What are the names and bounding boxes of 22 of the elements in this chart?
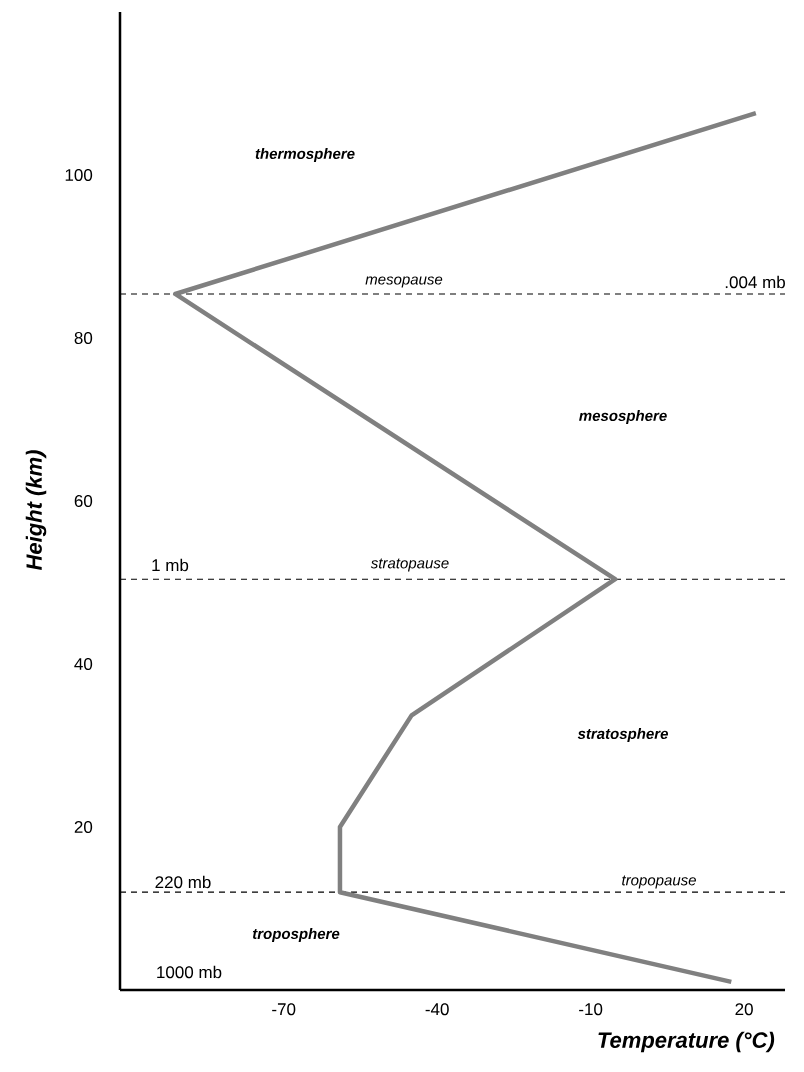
y-axis-title: Height (km)	[25, 450, 47, 571]
y-tick-label: 20	[74, 820, 93, 834]
annotation: 1 mb	[152, 558, 189, 572]
y-tick-label: 40	[74, 657, 93, 671]
x-tick-label: 20	[735, 1003, 753, 1016]
annotation: troposphere	[252, 928, 340, 942]
y-tick-label: 100	[65, 168, 93, 182]
annotation: tropopause	[622, 875, 696, 889]
annotation: mesopause	[365, 276, 443, 288]
y-tick-label: 80	[74, 331, 93, 345]
y-tick-label: 60	[74, 494, 93, 508]
annotation: .004 mb	[725, 275, 785, 289]
annotation: 220 mb	[155, 875, 211, 889]
x-tick-label: -70	[272, 1003, 296, 1016]
annotation: thermosphere	[255, 147, 355, 162]
x-axis-title: Temperature (°C)	[598, 1031, 775, 1053]
x-tick-label: -10	[579, 1003, 603, 1016]
annotation: stratosphere	[577, 728, 669, 742]
annotation: 1000 mb	[157, 965, 222, 979]
annotation: stratopause	[370, 558, 449, 572]
x-tick-label: -40	[425, 1003, 449, 1016]
annotation: mesosphere	[579, 409, 667, 424]
